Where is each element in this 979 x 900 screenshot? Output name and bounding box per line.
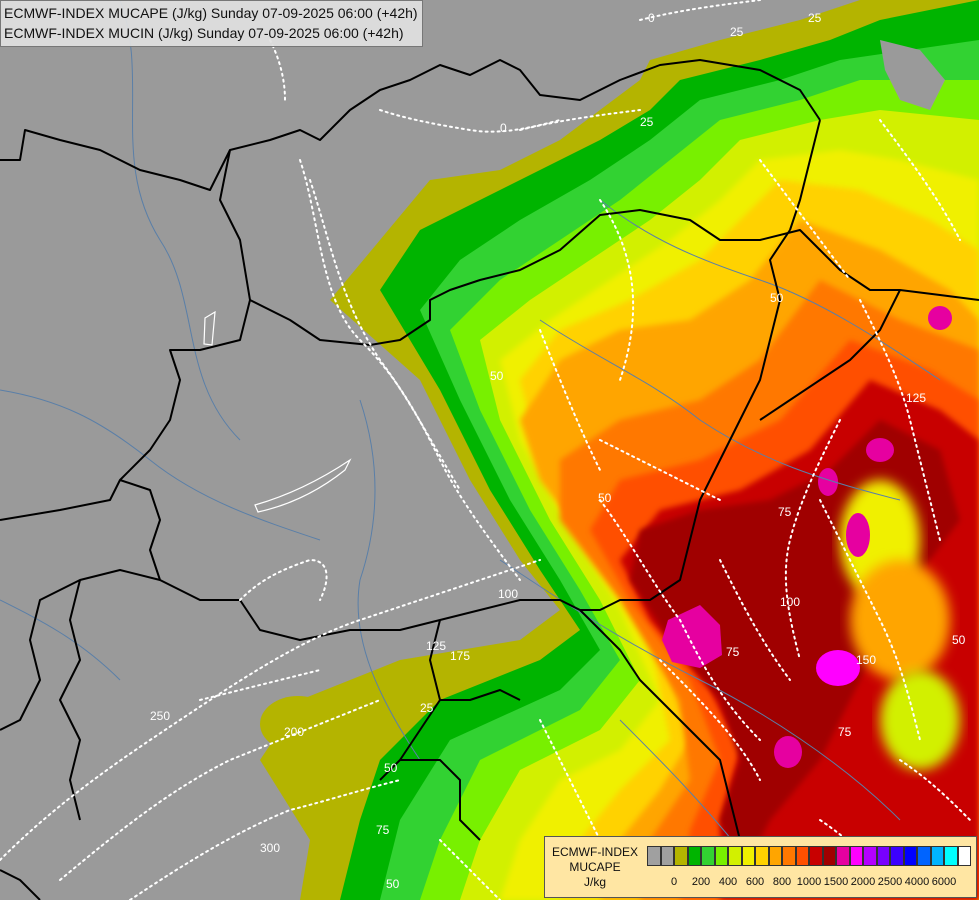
cape-cell-violet [816, 650, 860, 686]
legend-swatch [728, 846, 742, 866]
legend-swatch [741, 846, 755, 866]
contour-label: 100 [780, 595, 800, 609]
legend-swatch [660, 846, 674, 866]
contour-label: 50 [598, 491, 612, 505]
legend-swatch [782, 846, 796, 866]
legend-title-line1: ECMWF-INDEX [552, 845, 638, 859]
mucape-field [260, 0, 979, 900]
contour-label: 175 [450, 649, 470, 663]
cape-cell-magenta5 [928, 306, 952, 330]
legend-swatch [647, 846, 661, 866]
lake [254, 458, 352, 513]
cape-cell-orange [850, 560, 950, 680]
country-borders [0, 59, 979, 900]
contour-label: 75 [726, 645, 740, 659]
legend-tick-label: 600 [745, 876, 765, 888]
title-line-mucape: ECMWF-INDEX MUCAPE (J/kg) Sunday 07-09-2… [4, 5, 418, 21]
legend-title: ECMWF-INDEX MUCAPE J/kg [547, 845, 643, 890]
contour-label: 300 [260, 841, 280, 855]
legend-tick-label: 6000 [931, 876, 957, 888]
contour-label: 50 [384, 761, 398, 775]
legend-swatch [944, 846, 958, 866]
legend-swatch [768, 846, 782, 866]
legend-swatch [714, 846, 728, 866]
contour-label: 125 [426, 639, 446, 653]
no-cape-area-ne [880, 40, 945, 110]
legend-swatch [957, 846, 971, 866]
contour-label: 25 [730, 25, 744, 39]
contour-label: 0 [500, 121, 507, 135]
cape-cell-magenta [662, 605, 722, 668]
contour-label: 50 [490, 369, 504, 383]
contour-label: 75 [376, 823, 390, 837]
contour-label: 0 [648, 11, 655, 25]
contour-label: 50 [386, 877, 400, 891]
contour-label: 200 [284, 725, 304, 739]
legend-swatch [687, 846, 701, 866]
cape-blob-olive-sw [260, 696, 336, 752]
map-title: ECMWF-INDEX MUCAPE (J/kg) Sunday 07-09-2… [0, 0, 423, 47]
rivers [0, 0, 941, 851]
title-line-mucin: ECMWF-INDEX MUCIN (J/kg) Sunday 07-09-20… [4, 25, 404, 41]
legend-tick-label: 4000 [904, 876, 930, 888]
contour-label: 250 [150, 709, 170, 723]
contour-label: 75 [778, 505, 792, 519]
contour-label: 50 [770, 291, 784, 305]
cape-cell-magenta6 [818, 468, 838, 496]
legend-swatches [647, 846, 971, 866]
contour-labels: 0 25 25 50 25 50 75 125 50 75 100 150 75… [150, 11, 966, 891]
contour-label: 25 [808, 11, 822, 25]
cape-cell-magenta2 [774, 736, 802, 768]
legend-tick-label: 2000 [850, 876, 876, 888]
legend-title-line2: MUCAPE [569, 860, 621, 874]
legend-tick-label: 200 [691, 876, 711, 888]
contour-label: 25 [420, 701, 434, 715]
legend-swatch [930, 846, 944, 866]
legend-swatch [795, 846, 809, 866]
legend-tick-label: 1500 [823, 876, 849, 888]
contour-label: 150 [856, 653, 876, 667]
cape-cell-magenta3 [846, 513, 870, 557]
legend-swatch [903, 846, 917, 866]
legend-swatch [836, 846, 850, 866]
legend-swatch [809, 846, 823, 866]
legend-tick-label: 0 [670, 876, 678, 888]
contour-label: 50 [952, 633, 966, 647]
legend-swatch [890, 846, 904, 866]
legend-ticks: 0 200 400 600 800 1000 1500 2000 2500 4000 6000 [647, 875, 972, 889]
legend-swatch [755, 846, 769, 866]
contour-label: 100 [498, 587, 518, 601]
cape-cell-magenta4 [866, 438, 894, 462]
contour-label: 75 [838, 725, 852, 739]
legend-tick-label: 400 [718, 876, 738, 888]
legend-tick-label: 2500 [877, 876, 903, 888]
legend-tick-label: 1000 [796, 876, 822, 888]
legend-swatch [849, 846, 863, 866]
legend-swatch [674, 846, 688, 866]
cape-cell-yellow2 [880, 670, 960, 770]
legend-title-line3: J/kg [583, 875, 606, 889]
contour-label: 125 [906, 391, 926, 405]
contour-label: 25 [640, 115, 654, 129]
legend-swatch [701, 846, 715, 866]
legend-swatch [822, 846, 836, 866]
lake-2 [203, 310, 216, 346]
legend-swatch [917, 846, 931, 866]
color-legend: ECMWF-INDEX MUCAPE J/kg 0 200 400 600 800 100… [544, 836, 977, 898]
legend-swatch [863, 846, 877, 866]
legend-tick-label: 800 [772, 876, 792, 888]
legend-swatch [876, 846, 890, 866]
